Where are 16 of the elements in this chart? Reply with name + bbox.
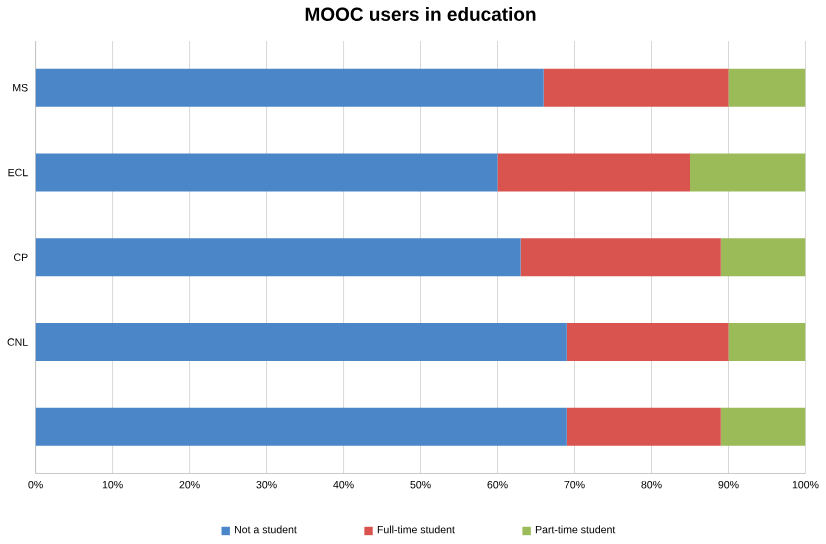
bar [497, 153, 690, 192]
bar [35, 68, 544, 107]
bar [728, 68, 806, 107]
bar [690, 153, 806, 192]
bar [566, 322, 729, 361]
bar [720, 237, 806, 276]
bar [35, 322, 567, 361]
bar [35, 237, 521, 276]
bar [720, 407, 806, 446]
bar [35, 407, 567, 446]
bar [566, 407, 721, 446]
bar [728, 322, 806, 361]
bar [520, 237, 721, 276]
bar [543, 68, 729, 107]
chart-title: MOOC users in education [305, 6, 536, 21]
bar [35, 153, 498, 192]
